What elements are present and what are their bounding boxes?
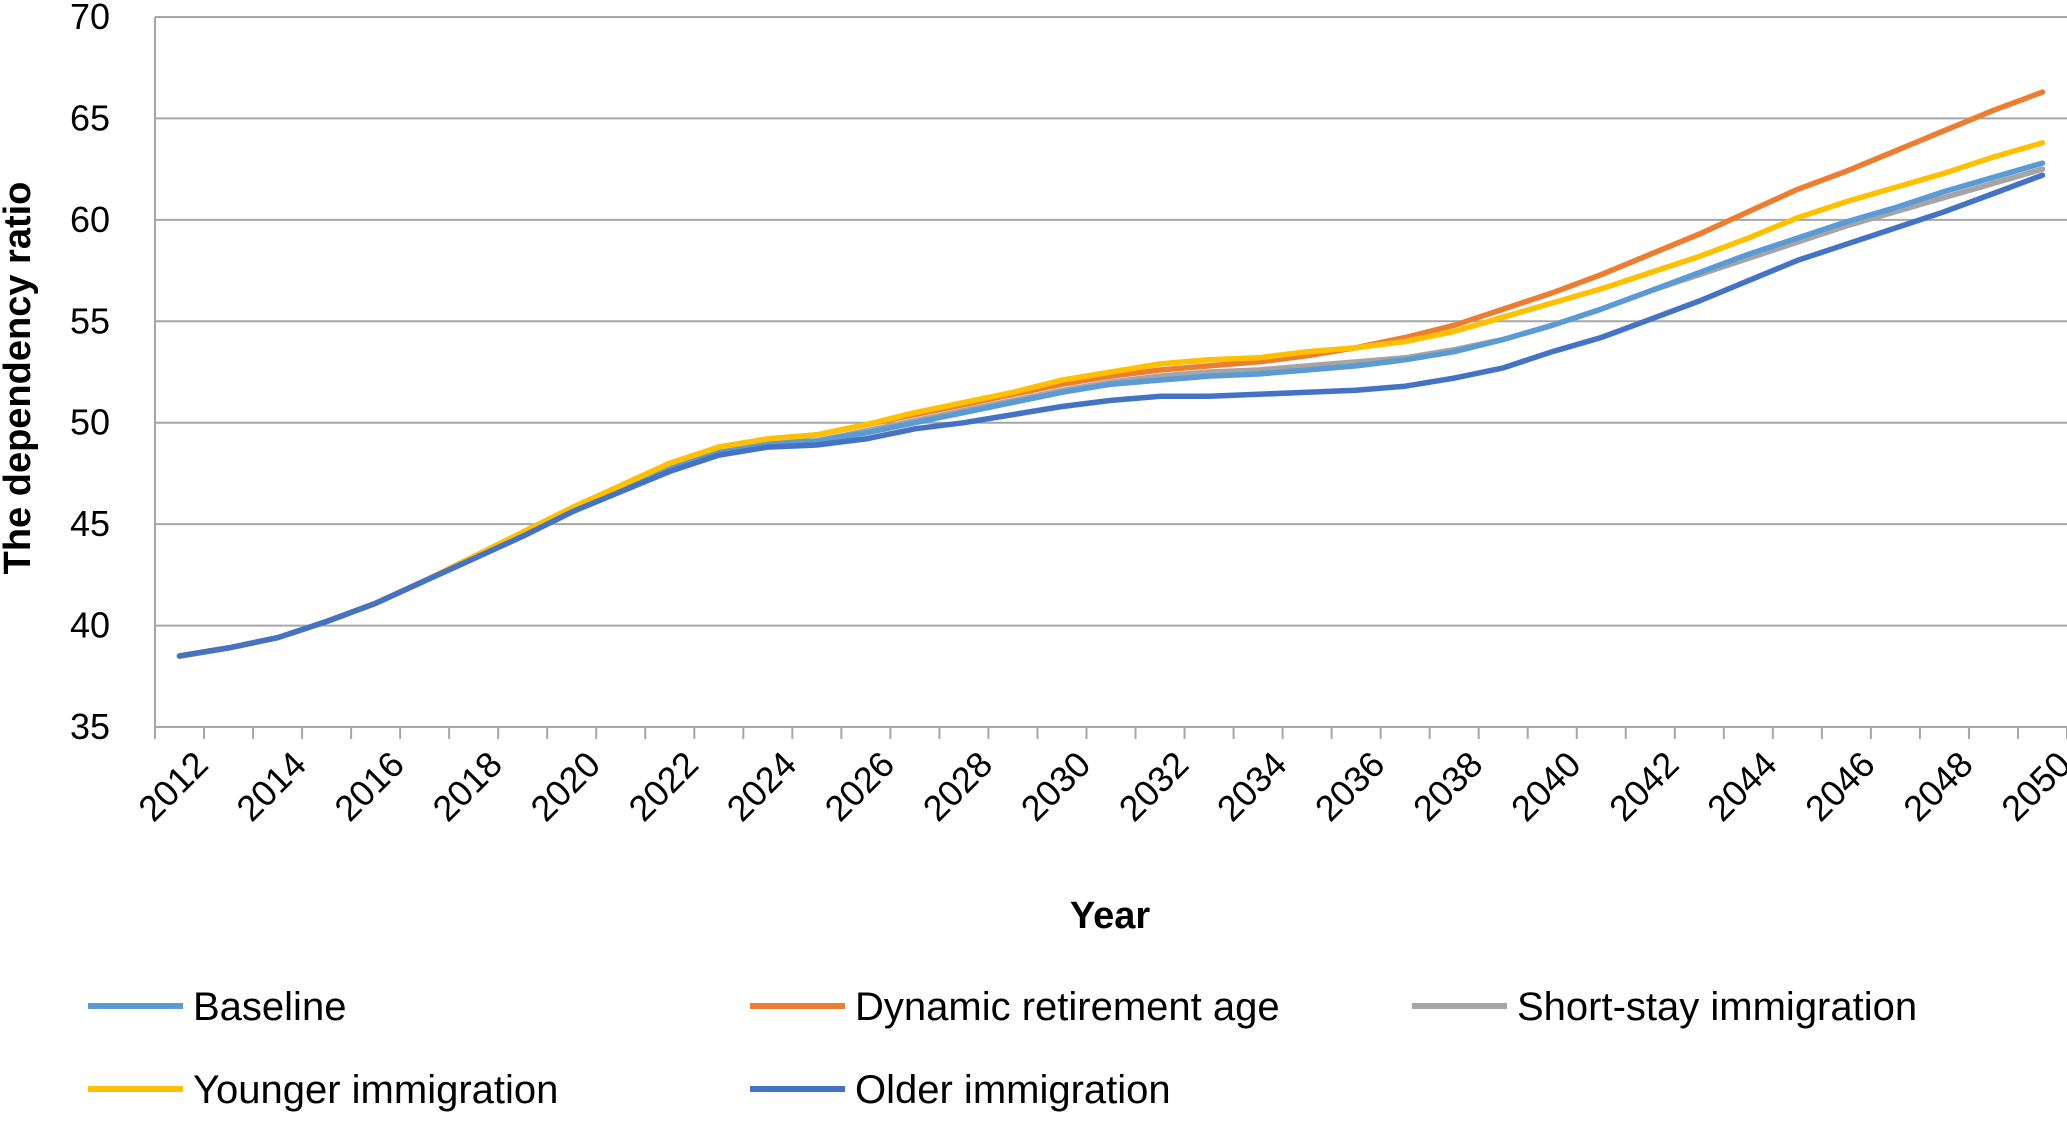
y-tick-label: 70	[70, 0, 110, 37]
legend-item: Dynamic retirement age	[750, 985, 1280, 1029]
series-line-older-immigration	[176, 172, 2046, 659]
x-tick-label: 2012	[130, 743, 216, 829]
legend-label: Baseline	[193, 985, 346, 1029]
y-tick-label: 60	[70, 199, 110, 240]
x-tick-label: 2030	[1013, 743, 1099, 829]
x-tick-label: 2036	[1307, 743, 1393, 829]
x-tick-label: 2038	[1405, 743, 1491, 829]
legend-label: Short-stay immigration	[1517, 985, 1917, 1029]
x-tick-label: 2022	[620, 743, 706, 829]
legend-label: Dynamic retirement age	[855, 985, 1280, 1029]
x-tick-label: 2040	[1503, 743, 1589, 829]
x-tick-label: 2024	[719, 743, 805, 829]
y-tick-label: 65	[70, 97, 110, 138]
legend-label: Older immigration	[855, 1068, 1171, 1112]
legend: Baseline Dynamic retirement age Short-stay…	[88, 985, 1917, 1112]
y-tick-label: 40	[70, 605, 110, 646]
x-tick-label: 2032	[1111, 743, 1197, 829]
x-tick-label: 2046	[1797, 743, 1883, 829]
y-axis-title: The dependency ratio	[0, 182, 39, 575]
legend-item: Older immigration	[750, 1068, 1171, 1112]
x-tick-label: 2014	[228, 743, 314, 829]
x-tick-label: 2034	[1209, 743, 1295, 829]
y-tick-label: 55	[70, 300, 110, 341]
axes	[154, 17, 2067, 739]
x-tick-label: 2028	[915, 743, 1001, 829]
y-tick-label: 35	[70, 706, 110, 747]
legend-label: Younger immigration	[193, 1068, 558, 1112]
series-line-short-stay-immigration	[176, 166, 2046, 659]
series-lines	[176, 89, 2046, 659]
y-tick-label: 45	[70, 503, 110, 544]
legend-item: Short-stay immigration	[1412, 985, 1917, 1029]
x-tick-label: 2016	[326, 743, 412, 829]
x-tick-label: 2050	[1993, 743, 2067, 829]
x-axis-title: Year	[1070, 895, 1151, 937]
series-line-baseline	[176, 160, 2046, 659]
y-tick-label: 50	[70, 402, 110, 443]
y-tick-labels: 35 40 45 50 55 60 65 70	[70, 0, 110, 747]
x-tick-label: 2048	[1895, 743, 1981, 829]
x-tick-labels: 2012 2014 2016 2018 2020 2022 2024 2026 2028 2030…	[130, 743, 2067, 829]
x-tick-label: 2042	[1601, 743, 1687, 829]
x-tick-label: 2026	[817, 743, 903, 829]
legend-item: Younger immigration	[88, 1068, 558, 1112]
x-tick-label: 2020	[522, 743, 608, 829]
grid-lines	[155, 16, 2067, 627]
x-tick-label: 2018	[424, 743, 510, 829]
legend-item: Baseline	[88, 985, 346, 1029]
x-tick-label: 2044	[1699, 743, 1785, 829]
